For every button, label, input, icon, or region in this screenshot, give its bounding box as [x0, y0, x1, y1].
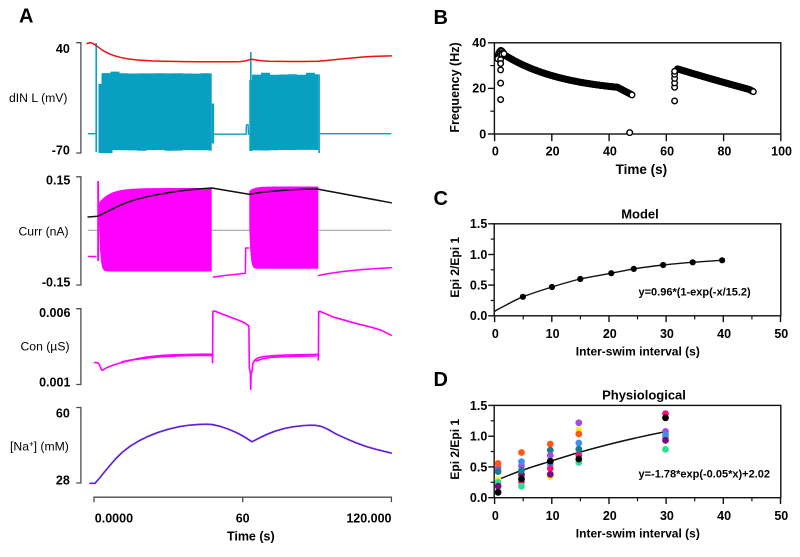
- svg-text:20: 20: [603, 327, 617, 341]
- svg-text:1.0: 1.0: [470, 248, 487, 262]
- svg-text:20: 20: [603, 509, 617, 523]
- svg-text:60: 60: [660, 145, 674, 159]
- svg-text:dIN L (mV): dIN L (mV): [9, 91, 67, 105]
- svg-text:-70: -70: [52, 144, 70, 158]
- svg-text:0.0000: 0.0000: [95, 512, 133, 526]
- svg-text:28: 28: [56, 474, 70, 488]
- svg-text:y=-1.78*exp(-0.05*x)+2.02: y=-1.78*exp(-0.05*x)+2.02: [639, 468, 770, 480]
- svg-text:Curr (nA): Curr (nA): [19, 225, 69, 239]
- svg-text:0: 0: [479, 127, 486, 141]
- svg-text:0.15: 0.15: [46, 174, 70, 188]
- svg-text:Inter-swim interval (s): Inter-swim interval (s): [576, 527, 700, 541]
- svg-text:0.001: 0.001: [39, 376, 70, 390]
- svg-text:Model: Model: [621, 206, 659, 221]
- svg-text:0.0: 0.0: [470, 491, 487, 505]
- svg-text:10: 10: [546, 509, 560, 523]
- svg-text:100: 100: [771, 145, 792, 159]
- svg-text:0: 0: [492, 509, 499, 523]
- svg-text:Frequency (Hz): Frequency (Hz): [448, 42, 462, 132]
- svg-text:Con (µS): Con (µS): [21, 340, 70, 354]
- svg-text:40: 40: [472, 36, 486, 50]
- svg-text:Epi 2/Epi 1: Epi 2/Epi 1: [448, 419, 462, 480]
- svg-text:B: B: [434, 7, 448, 29]
- svg-text:D: D: [434, 369, 448, 391]
- svg-text:Time (s): Time (s): [616, 162, 668, 177]
- svg-text:0.5: 0.5: [470, 460, 487, 474]
- svg-text:60: 60: [236, 512, 250, 526]
- svg-text:50: 50: [774, 327, 788, 341]
- svg-text:30: 30: [660, 509, 674, 523]
- svg-text:0.0: 0.0: [470, 309, 487, 323]
- svg-text:1.0: 1.0: [470, 430, 487, 444]
- svg-text:60: 60: [56, 407, 70, 421]
- svg-text:0.5: 0.5: [470, 279, 487, 293]
- svg-text:-0.15: -0.15: [42, 276, 71, 290]
- svg-text:y=0.96*(1-exp(-x/15.2): y=0.96*(1-exp(-x/15.2): [639, 287, 752, 299]
- svg-text:40: 40: [717, 327, 731, 341]
- svg-text:40: 40: [603, 145, 617, 159]
- svg-text:120.000: 120.000: [346, 512, 391, 526]
- svg-text:50: 50: [774, 509, 788, 523]
- svg-text:Epi 2/Epi 1: Epi 2/Epi 1: [448, 237, 462, 298]
- svg-text:[Na+] (mM): [Na+] (mM): [10, 439, 69, 454]
- svg-text:30: 30: [660, 327, 674, 341]
- svg-text:C: C: [434, 188, 448, 210]
- svg-text:40: 40: [717, 509, 731, 523]
- svg-text:1.5: 1.5: [470, 399, 487, 413]
- svg-text:20: 20: [546, 145, 560, 159]
- svg-text:0: 0: [492, 327, 499, 341]
- svg-text:1.5: 1.5: [470, 217, 487, 231]
- svg-text:10: 10: [546, 327, 560, 341]
- svg-text:0.006: 0.006: [39, 306, 70, 320]
- svg-text:0: 0: [492, 145, 499, 159]
- svg-text:A: A: [19, 6, 33, 28]
- svg-text:Physiological: Physiological: [602, 388, 686, 403]
- svg-text:20: 20: [472, 82, 486, 96]
- svg-text:Time (s): Time (s): [227, 529, 275, 543]
- svg-text:80: 80: [717, 145, 731, 159]
- svg-text:40: 40: [56, 42, 70, 56]
- svg-text:Inter-swim interval (s): Inter-swim interval (s): [576, 345, 700, 359]
